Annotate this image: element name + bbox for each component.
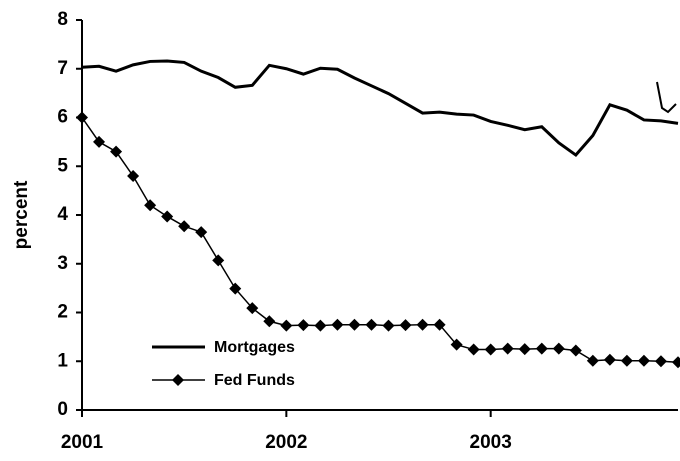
marker [178, 220, 191, 233]
legend-label: Fed Funds [214, 372, 295, 389]
y-tick-label: 3 [57, 253, 68, 274]
x-tick-label: 2002 [265, 432, 307, 453]
marker [603, 353, 616, 366]
y-tick-label: 4 [57, 204, 68, 225]
marker [399, 319, 412, 332]
marker [569, 344, 582, 357]
marker [161, 210, 174, 223]
marker [195, 226, 208, 239]
marker [110, 145, 123, 158]
legend-label: Mortgages [214, 339, 295, 356]
marker [229, 282, 242, 295]
marker [620, 354, 633, 367]
legend-marker [172, 374, 184, 386]
marker [144, 199, 157, 212]
marker [552, 342, 565, 355]
marker [501, 342, 514, 355]
y-tick-label: 8 [57, 9, 68, 30]
y-tick-label: 6 [57, 107, 68, 128]
marker [450, 338, 463, 351]
marker [535, 342, 548, 355]
marker [280, 319, 293, 332]
x-tick-label: 2001 [61, 432, 104, 453]
marker [637, 354, 650, 367]
marker [382, 319, 395, 332]
y-tick-label: 2 [57, 302, 68, 323]
marker [297, 319, 310, 332]
marker [348, 318, 361, 331]
marker [314, 319, 327, 332]
marker [212, 254, 225, 267]
marker [467, 343, 480, 356]
marker [672, 356, 680, 369]
marker [246, 302, 259, 315]
scribble [656, 81, 677, 114]
y-tick-label: 0 [57, 399, 68, 420]
marker [76, 111, 88, 124]
marker [518, 343, 531, 356]
marker [433, 318, 446, 331]
marker [263, 315, 276, 328]
y-tick-label: 1 [57, 350, 68, 371]
marker [127, 170, 140, 182]
marker [484, 343, 497, 356]
series-line [81, 117, 679, 363]
series-line [81, 59, 679, 158]
marker [93, 135, 106, 148]
marker [654, 355, 667, 368]
marker [416, 318, 429, 331]
marker [331, 318, 344, 331]
y-axis-label: percent [11, 180, 32, 249]
y-tick-label: 5 [57, 155, 68, 176]
marker [365, 318, 378, 331]
marker [586, 354, 599, 367]
x-tick-label: 2003 [470, 432, 512, 453]
y-tick-label: 7 [57, 58, 68, 79]
